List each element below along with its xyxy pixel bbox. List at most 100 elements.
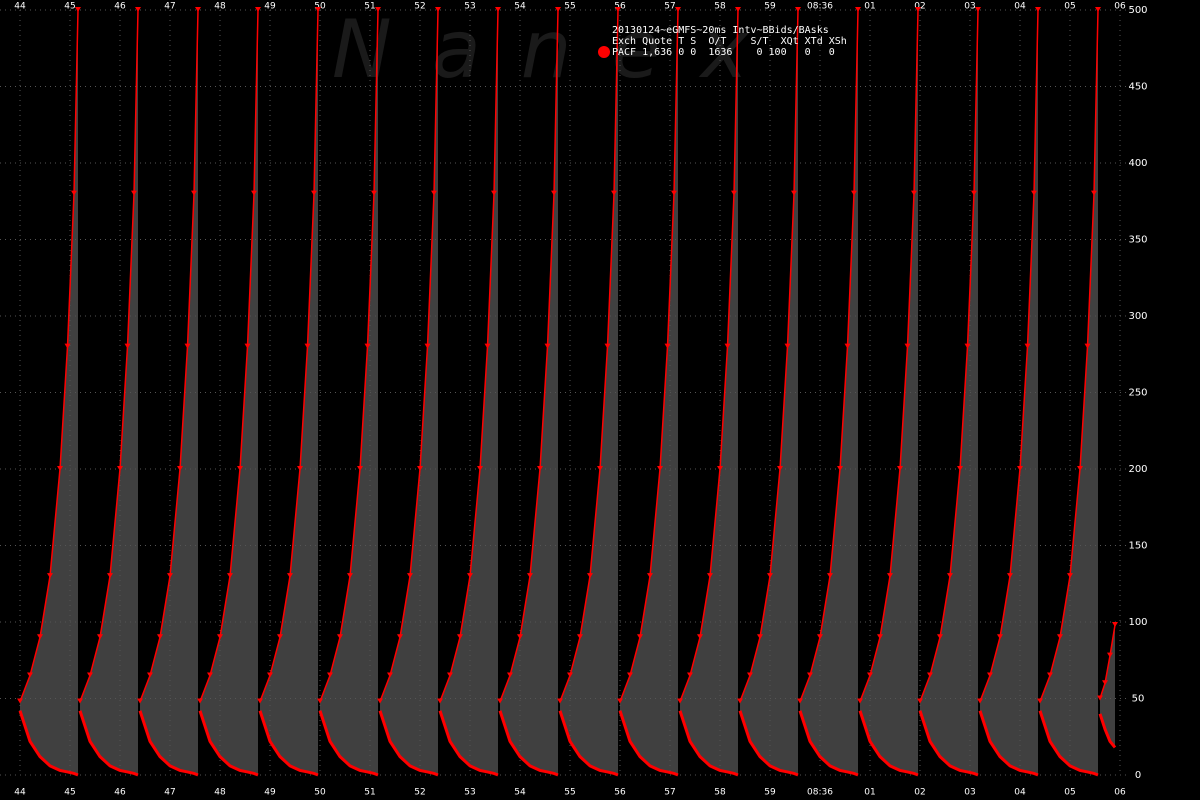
ask-area <box>380 710 438 775</box>
bid-marker <box>507 672 513 678</box>
x-tick-label: 06 <box>1114 2 1126 12</box>
bid-marker <box>364 343 371 349</box>
bid-marker <box>731 190 737 196</box>
bid-line <box>1039 9 1099 702</box>
ask-area <box>740 710 798 775</box>
ask-area <box>80 710 138 775</box>
bid-marker <box>675 7 681 12</box>
bid-marker <box>1107 652 1113 658</box>
bid-line <box>859 9 919 702</box>
bid-marker <box>1097 695 1103 701</box>
bid-area <box>620 10 678 775</box>
bid-marker <box>255 7 261 12</box>
x-tick-label: 47 <box>164 2 175 12</box>
bid-line <box>19 9 79 702</box>
bid-marker <box>877 634 883 640</box>
ask-line <box>258 710 319 777</box>
bid-marker <box>287 573 293 579</box>
y-tick-label: 300 <box>1128 311 1147 322</box>
bid-line <box>439 9 499 702</box>
bid-marker <box>47 573 53 579</box>
x-tick-label: 48 <box>214 788 226 798</box>
bid-marker <box>697 634 703 640</box>
bid-marker <box>777 466 783 471</box>
bid-marker <box>887 573 893 579</box>
bid-marker <box>557 698 563 704</box>
x-tick-label: 05 <box>1064 788 1075 798</box>
bid-marker <box>184 343 191 349</box>
x-tick-label: 58 <box>714 788 726 798</box>
x-tick-label: 49 <box>264 788 276 798</box>
y-tick-label: 450 <box>1128 82 1147 93</box>
legend-text: 20130124~eGMFS~20ms Intv~BBids/BAsks <box>612 25 829 36</box>
bid-marker <box>971 190 977 196</box>
ask-line <box>438 710 499 777</box>
bid-marker <box>424 343 431 349</box>
bid-marker <box>491 190 497 196</box>
bid-marker <box>37 634 43 640</box>
bid-marker <box>267 672 273 678</box>
x-tick-label: 44 <box>14 2 26 12</box>
bid-marker <box>917 698 923 704</box>
bid-marker <box>544 343 551 349</box>
bid-marker <box>527 573 533 579</box>
x-tick-label: 53 <box>464 2 475 12</box>
bid-area <box>440 10 498 775</box>
bid-marker <box>577 634 583 640</box>
bid-marker <box>657 466 663 471</box>
bid-marker <box>315 7 321 12</box>
bid-marker <box>87 672 93 678</box>
bid-marker <box>27 672 33 678</box>
bid-marker <box>277 634 283 640</box>
bid-marker <box>117 466 123 471</box>
bid-marker <box>1067 573 1073 579</box>
bid-line <box>739 9 799 702</box>
bid-area <box>260 10 318 775</box>
ask-area <box>1040 710 1098 775</box>
bid-marker <box>757 634 763 640</box>
bid-marker <box>1084 343 1091 349</box>
bid-line <box>799 9 859 702</box>
bid-marker <box>437 698 443 704</box>
bid-marker <box>1102 680 1108 686</box>
bid-marker <box>311 190 317 196</box>
bid-marker <box>795 7 801 12</box>
bid-marker <box>604 343 611 349</box>
x-tick-label: 08:36 <box>807 2 833 12</box>
x-tick-label: 03 <box>964 788 975 798</box>
bid-line <box>619 9 679 702</box>
bid-marker <box>417 466 423 471</box>
ask-area <box>260 710 318 775</box>
bid-area <box>800 10 858 775</box>
x-tick-label: 56 <box>614 788 626 798</box>
ask-line <box>738 710 799 777</box>
ask-line <box>858 710 919 777</box>
bid-marker <box>1057 634 1063 640</box>
bid-marker <box>497 698 503 704</box>
x-tick-label: 54 <box>514 788 526 798</box>
bid-marker <box>77 698 83 704</box>
x-tick-label: 54 <box>514 2 526 12</box>
ask-line <box>78 710 139 777</box>
x-tick-label: 49 <box>264 2 276 12</box>
bid-marker <box>851 190 857 196</box>
x-tick-label: 08:36 <box>807 788 833 798</box>
bid-area <box>860 10 918 775</box>
bid-marker <box>844 343 851 349</box>
bid-marker <box>827 573 833 579</box>
x-tick-label: 55 <box>564 788 575 798</box>
bid-marker <box>217 634 223 640</box>
bid-line <box>919 9 979 702</box>
bid-line <box>319 9 379 702</box>
y-tick-label: 500 <box>1128 5 1147 16</box>
x-tick-label: 46 <box>114 2 126 12</box>
bid-marker <box>64 343 71 349</box>
bid-area <box>1040 10 1098 775</box>
bid-marker <box>167 573 173 579</box>
ask-line <box>18 710 79 777</box>
bid-area <box>680 10 738 775</box>
bid-marker <box>135 7 141 12</box>
bid-marker <box>724 343 731 349</box>
